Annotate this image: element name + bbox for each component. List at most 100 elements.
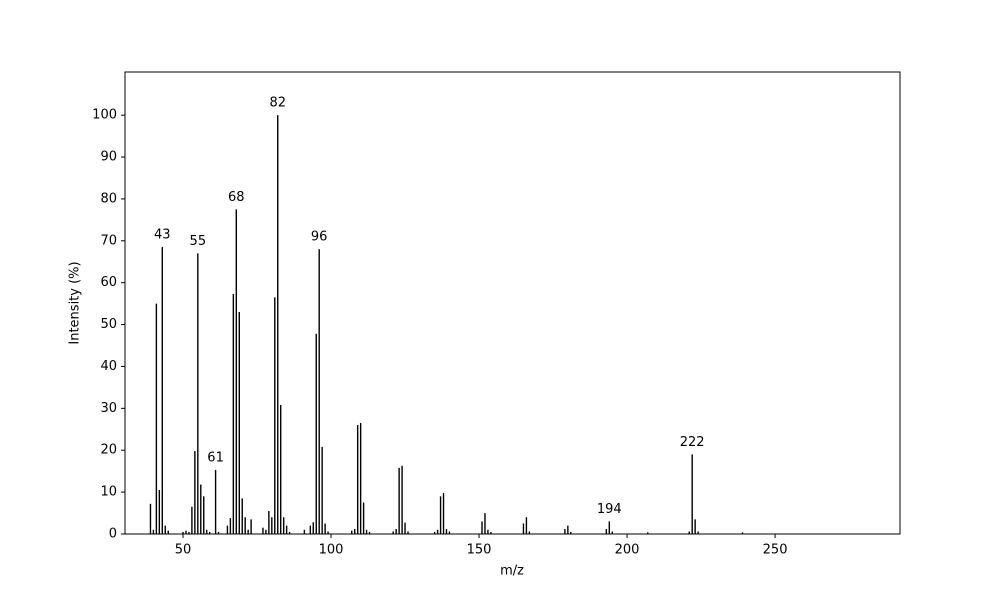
y-tick-label: 20 (100, 443, 117, 458)
peak (280, 404, 282, 534)
y-tick-label: 70 (100, 233, 117, 248)
y-tick-label: 30 (100, 401, 117, 416)
y-axis-label: Intensity (%) (68, 261, 83, 344)
y-tick-label: 90 (100, 150, 117, 165)
peak (208, 531, 211, 534)
peak (155, 303, 158, 534)
y-tick-label: 60 (100, 275, 117, 290)
peak (647, 532, 649, 534)
peak (487, 529, 489, 534)
y-tick-label: 50 (100, 317, 117, 332)
peak (262, 527, 264, 534)
peak (490, 531, 492, 534)
peak (232, 293, 235, 534)
peak (439, 496, 442, 534)
peak-label: 61 (207, 450, 224, 465)
peak (321, 446, 323, 534)
peak (274, 297, 276, 534)
peak-label: 55 (190, 234, 207, 249)
peak (697, 531, 699, 534)
peak-label: 68 (228, 190, 245, 205)
peak (351, 530, 353, 534)
peak (398, 467, 400, 534)
peak (164, 525, 166, 534)
peak (354, 528, 356, 534)
peak (570, 531, 572, 534)
y-tick-label: 0 (109, 527, 117, 542)
peak (191, 506, 193, 534)
y-tick-label: 40 (100, 359, 117, 374)
peak (365, 529, 368, 534)
peak (303, 529, 306, 534)
peak (200, 484, 202, 534)
x-tick-label: 200 (615, 543, 640, 558)
peak-label: 43 (154, 228, 171, 243)
peak (167, 530, 169, 534)
peak (244, 517, 246, 534)
peak (605, 528, 608, 534)
peak (324, 523, 326, 534)
peak (407, 531, 409, 534)
peak (564, 528, 566, 534)
peak-label: 96 (311, 230, 328, 245)
peak (608, 521, 611, 534)
peak (217, 531, 220, 534)
peak (241, 498, 243, 534)
peak (185, 530, 187, 534)
peak (404, 522, 406, 534)
peak-label: 82 (269, 96, 286, 111)
x-tick-label: 250 (763, 543, 788, 558)
peak (484, 513, 486, 534)
peak (436, 529, 439, 534)
peak (368, 531, 371, 534)
peak (362, 502, 365, 534)
y-tick-label: 80 (100, 191, 117, 206)
peak (226, 525, 229, 534)
y-tick-label: 10 (100, 485, 117, 500)
peak (309, 525, 312, 534)
peak (285, 525, 288, 534)
x-tick-label: 50 (175, 543, 192, 558)
peak (694, 519, 696, 534)
x-tick-label: 150 (467, 543, 492, 558)
peak (282, 517, 285, 534)
peak (203, 496, 205, 534)
x-tick-label: 100 (319, 543, 344, 558)
peak-label: 222 (680, 435, 705, 450)
peak (611, 531, 613, 534)
peak (567, 525, 569, 534)
peak (229, 518, 232, 534)
peak (250, 519, 252, 534)
y-tick-label: 100 (92, 108, 117, 123)
peak (158, 490, 161, 534)
peak (448, 531, 451, 534)
peak (188, 531, 190, 534)
peak (528, 531, 531, 534)
peak (149, 503, 152, 534)
peak (433, 531, 436, 534)
peak (277, 115, 279, 535)
peak (265, 529, 267, 534)
peak (522, 523, 525, 534)
peak (359, 423, 362, 534)
peak (161, 247, 163, 534)
peak (315, 333, 317, 534)
peak (206, 529, 208, 534)
peak (214, 469, 217, 534)
peak (247, 529, 249, 534)
plot-frame (124, 71, 901, 535)
peak (327, 531, 329, 534)
peak (182, 531, 184, 534)
peak (691, 454, 693, 534)
peak (197, 253, 199, 535)
peak (688, 531, 690, 534)
peak (392, 531, 394, 534)
peak (356, 425, 359, 534)
peak (268, 510, 270, 534)
peak (445, 528, 448, 534)
peak (442, 492, 445, 534)
peak (525, 517, 528, 534)
peak (271, 517, 273, 534)
peak (238, 312, 240, 534)
peak (194, 451, 196, 534)
